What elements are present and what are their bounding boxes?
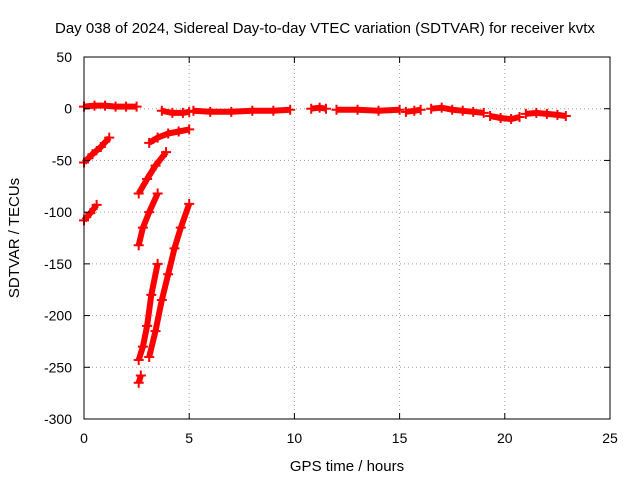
y-tick-label: -250: [44, 359, 72, 375]
data-point: [156, 295, 167, 306]
data-point: [137, 341, 148, 352]
data-point: [173, 126, 184, 137]
data-marks: [79, 100, 571, 388]
y-axis-title: SDTVAR / TECUs: [6, 178, 23, 298]
data-point: [560, 110, 571, 121]
data-point: [110, 101, 121, 112]
data-point: [91, 199, 102, 210]
x-tick-label: 25: [602, 430, 618, 446]
data-point: [144, 137, 155, 148]
data-point: [552, 109, 563, 120]
data-point: [285, 104, 296, 115]
data-point: [146, 289, 157, 300]
data-point: [457, 105, 468, 116]
data-point: [167, 107, 178, 118]
data-point: [415, 104, 426, 115]
y-tick-label: -200: [44, 308, 72, 324]
data-point: [447, 104, 458, 115]
x-tick-label: 5: [185, 430, 193, 446]
data-point: [142, 174, 153, 185]
data-point: [137, 222, 148, 233]
data-point: [144, 351, 155, 362]
y-tick-label: -100: [44, 204, 72, 220]
data-point: [121, 101, 132, 112]
x-axis-title: GPS time / hours: [290, 458, 404, 475]
data-point: [400, 106, 411, 117]
data-point: [152, 132, 163, 143]
x-tick-label: 15: [392, 430, 408, 446]
data-point: [135, 370, 146, 381]
y-tick-label: -300: [44, 411, 72, 427]
data-point: [394, 104, 405, 115]
data-trace: [136, 150, 169, 196]
data-point: [85, 208, 96, 219]
x-tick-label: 10: [287, 430, 303, 446]
data-trace: [336, 106, 400, 114]
data-point: [89, 100, 100, 111]
data-point: [150, 326, 161, 337]
data-point: [133, 355, 144, 366]
data-point: [541, 108, 552, 119]
data-point: [514, 111, 525, 122]
y-tick-label: -50: [52, 152, 72, 168]
data-point: [184, 198, 195, 209]
data-point: [226, 106, 237, 117]
data-point: [184, 124, 195, 135]
data-point: [163, 269, 174, 280]
data-point: [169, 243, 180, 254]
data-point: [320, 103, 331, 114]
data-point: [468, 106, 479, 117]
y-tick-label: 0: [64, 101, 72, 117]
data-trace: [489, 113, 521, 123]
data-point: [133, 188, 144, 199]
data-point: [177, 107, 188, 118]
data-point: [87, 149, 98, 160]
data-point: [144, 207, 155, 218]
data-point: [495, 113, 506, 124]
data-point: [409, 105, 420, 116]
data-point: [426, 103, 437, 114]
data-point: [247, 105, 258, 116]
plot-frame: [83, 56, 611, 420]
x-tick-label: 0: [80, 430, 88, 446]
x-tick-label: 20: [497, 430, 513, 446]
data-point: [175, 222, 186, 233]
data-point: [156, 105, 167, 116]
data-trace: [81, 135, 112, 165]
data-point: [142, 320, 153, 331]
data-point: [133, 240, 144, 251]
data-point: [485, 110, 496, 121]
data-point: [436, 102, 447, 113]
data-point: [268, 105, 279, 116]
data-point: [520, 108, 531, 119]
data-point: [531, 107, 542, 118]
data-point: [352, 104, 363, 115]
data-point: [152, 188, 163, 199]
chart-title: Day 038 of 2024, Sidereal Day-to-day VTE…: [55, 20, 595, 37]
data-point: [314, 102, 325, 113]
data-point: [306, 103, 317, 114]
data-point: [133, 377, 144, 388]
data-point: [152, 258, 163, 269]
data-point: [150, 160, 161, 171]
data-point: [131, 101, 142, 112]
data-trace: [135, 192, 161, 246]
data-point: [104, 132, 115, 143]
data-point: [478, 107, 489, 118]
data-point: [161, 147, 172, 158]
data-point: [188, 105, 199, 116]
data-point: [95, 141, 106, 152]
data-point: [331, 104, 342, 115]
y-tick-label: -150: [44, 256, 72, 272]
data-point: [163, 128, 174, 139]
y-tick-label: 50: [56, 49, 72, 65]
data-point: [506, 114, 517, 125]
axis-ticks: 50 0 -50 -100 -150 -200 -250 -300 0 5 10 15 20 25: [44, 49, 618, 446]
data-point: [100, 100, 111, 111]
data-point: [205, 106, 216, 117]
data-point: [373, 105, 384, 116]
